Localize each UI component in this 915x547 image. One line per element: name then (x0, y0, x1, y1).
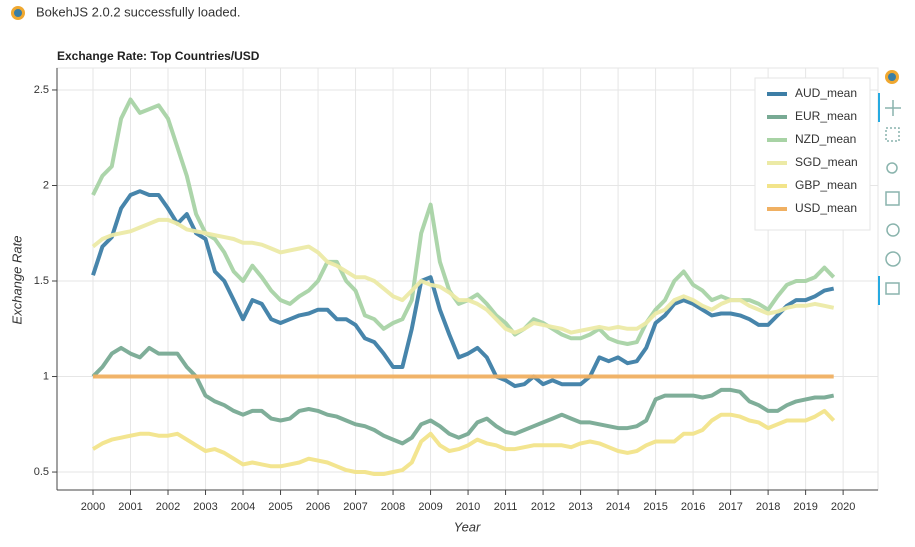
pan-tool[interactable] (885, 100, 901, 116)
x-tick-label: 2017 (718, 501, 742, 513)
legend-box (754, 77, 871, 231)
chart-title: Exchange Rate: Top Countries/USD (57, 49, 260, 63)
toolbar (878, 70, 901, 305)
wheel-zoom-tool[interactable] (886, 162, 898, 174)
x-tick-label: 2000 (81, 501, 105, 513)
series-line (91, 408, 836, 476)
x-tick-label: 2011 (494, 501, 518, 513)
series-line (91, 97, 836, 346)
legend-label: AUD_mean (795, 86, 857, 100)
legend-label: NZD_mean (795, 132, 856, 146)
x-tick-label: 2016 (681, 501, 705, 513)
legend: AUD_mean EUR_mean NZD_mean SGD_mean GBP_mean… (754, 77, 871, 231)
x-tick-label: 2004 (231, 501, 255, 513)
legend-label: GBP_mean (795, 178, 857, 192)
x-tick-label: 2018 (756, 501, 780, 513)
x-tick-label: 2003 (193, 501, 217, 513)
legend-label: EUR_mean (795, 109, 857, 123)
x-tick-label: 2002 (156, 501, 180, 513)
bokeh-logo (11, 6, 25, 20)
y-tick-label: 2.5 (34, 84, 49, 96)
hover-tool[interactable] (885, 282, 900, 295)
bokeh-tool-logo-inner (888, 73, 896, 81)
series-line (91, 345, 835, 446)
x-tick-label: 2009 (418, 501, 442, 513)
x-tick-label: 2014 (606, 501, 630, 513)
x-tick-label: 2005 (268, 501, 292, 513)
series-line (91, 217, 835, 335)
series-line (91, 189, 835, 389)
load-message: BokehJS 2.0.2 successfully loaded. (36, 4, 241, 19)
x-tick-label: 2012 (531, 501, 555, 513)
x-tick-label: 2019 (793, 501, 817, 513)
x-tick-label: 2013 (568, 501, 592, 513)
x-tick-label: 2015 (643, 501, 667, 513)
reset-tool[interactable] (886, 223, 900, 237)
x-tick-label: 2007 (343, 501, 367, 513)
x-tick-label: 2008 (381, 501, 405, 513)
legend-label: SGD_mean (795, 155, 858, 169)
x-axis-label: Year (454, 519, 481, 534)
y-axis-label: Exchange Rate (9, 236, 24, 325)
y-tick-label: 1 (43, 370, 49, 382)
x-tick-label: 2001 (118, 501, 142, 513)
box-zoom-tool[interactable] (885, 127, 900, 142)
y-tick-label: 1.5 (34, 275, 49, 287)
help-tool[interactable] (885, 251, 901, 267)
x-tick-label: 2006 (306, 501, 330, 513)
x-tick-label: 2020 (831, 501, 855, 513)
save-tool[interactable] (885, 191, 900, 206)
y-tick-label: 0.5 (34, 466, 49, 478)
y-tick-label: 2 (43, 179, 49, 191)
legend-label: USD_mean (795, 201, 857, 215)
x-tick-label: 2010 (456, 501, 480, 513)
